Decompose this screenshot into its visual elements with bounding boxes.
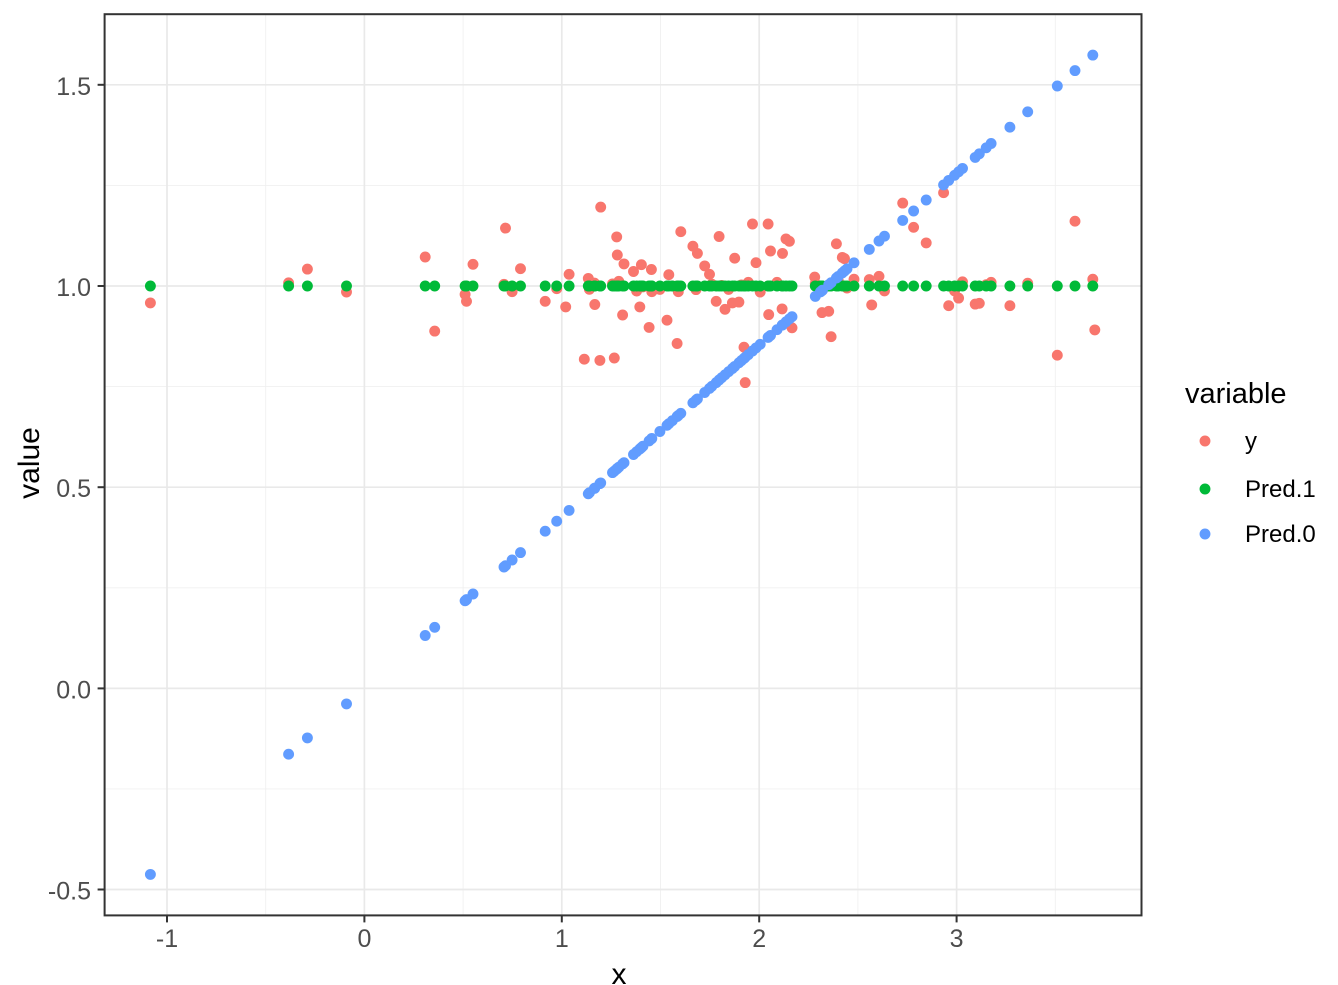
svg-text:value: value — [13, 427, 46, 499]
svg-text:1.0: 1.0 — [56, 274, 91, 302]
svg-text:0: 0 — [357, 925, 371, 953]
svg-text:-0.5: -0.5 — [48, 878, 91, 906]
svg-text:x: x — [612, 958, 627, 985]
svg-text:2: 2 — [752, 925, 766, 953]
svg-text:1.5: 1.5 — [56, 73, 91, 101]
svg-text:0.0: 0.0 — [56, 676, 91, 704]
svg-text:-1: -1 — [156, 925, 178, 953]
svg-text:Pred.0: Pred.0 — [1245, 521, 1316, 548]
svg-text:variable: variable — [1185, 378, 1287, 410]
svg-text:3: 3 — [950, 925, 964, 953]
svg-text:1: 1 — [555, 925, 569, 953]
svg-text:y: y — [1245, 428, 1257, 455]
svg-text:0.5: 0.5 — [56, 475, 91, 503]
svg-text:Pred.1: Pred.1 — [1245, 476, 1316, 503]
